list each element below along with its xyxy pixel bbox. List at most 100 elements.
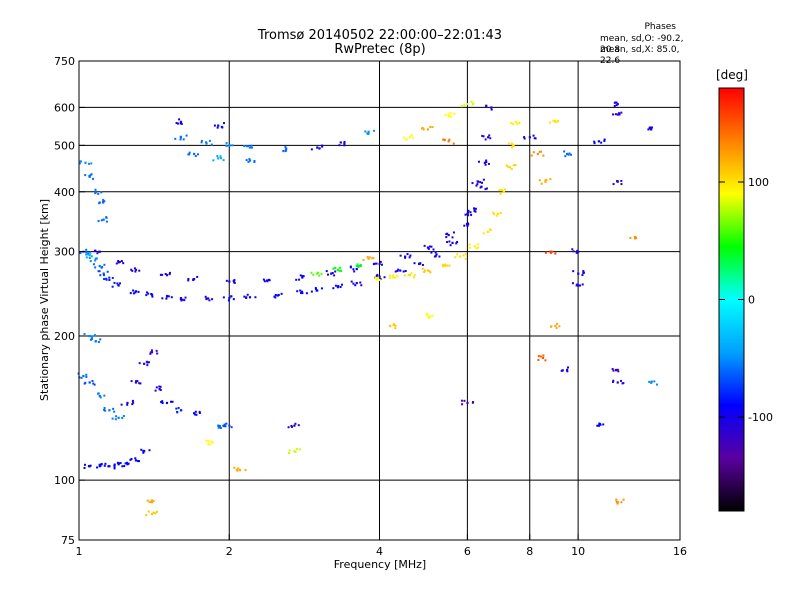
data-point-jitter	[339, 286, 342, 289]
data-point-jitter	[207, 440, 210, 443]
data-point-jitter	[161, 273, 164, 276]
data-point-jitter	[225, 142, 228, 145]
data-point-jitter	[84, 174, 87, 177]
colorbar-ticks: 100 0 -100	[719, 176, 773, 424]
data-point-jitter	[87, 162, 90, 165]
data-point	[158, 387, 161, 391]
data-point-jitter	[407, 274, 410, 277]
data-point-jitter	[477, 160, 480, 163]
data-point-jitter	[78, 162, 81, 165]
data-point-jitter	[448, 138, 451, 141]
data-point-jitter	[611, 368, 614, 371]
data-point-jitter	[485, 159, 488, 162]
data-point-jitter	[95, 257, 98, 260]
data-point-jitter	[367, 133, 370, 136]
data-point-jitter	[428, 245, 431, 248]
data-point-jitter	[423, 270, 426, 273]
data-point-jitter	[552, 119, 555, 122]
data-point-jitter	[105, 220, 108, 223]
data-point-jitter	[375, 277, 378, 280]
data-point	[336, 286, 340, 289]
data-point-jitter	[463, 399, 466, 402]
data-point-jitter	[310, 271, 313, 274]
data-point-jitter	[219, 157, 222, 160]
data-point-jitter	[600, 141, 603, 144]
data-point-jitter	[500, 188, 503, 191]
data-point-jitter	[236, 469, 239, 472]
data-point-jitter	[421, 127, 424, 130]
data-point-jitter	[490, 106, 493, 109]
data-point-jitter	[164, 272, 167, 275]
data-points	[77, 100, 658, 517]
data-point	[84, 161, 87, 164]
data-point-jitter	[175, 122, 178, 125]
data-point	[88, 381, 91, 384]
data-point-jitter	[367, 130, 370, 133]
data-point-jitter	[132, 289, 135, 292]
data-point-jitter	[290, 424, 293, 427]
data-point-jitter	[468, 246, 471, 249]
chart-subtitle: RwPretec (8p)	[334, 42, 426, 57]
data-point-jitter	[482, 178, 485, 181]
data-point-jitter	[394, 327, 397, 330]
data-point-jitter	[327, 273, 330, 276]
data-point-jitter	[113, 467, 116, 470]
data-point-jitter	[332, 287, 335, 290]
data-point-jitter	[115, 415, 118, 418]
data-point-jitter	[181, 298, 184, 301]
data-point	[616, 501, 619, 504]
data-point-jitter	[544, 359, 547, 362]
data-point-jitter	[359, 281, 362, 284]
data-point-jitter	[475, 184, 478, 187]
data-point-jitter	[310, 290, 313, 293]
data-point-jitter	[514, 164, 517, 167]
data-point-jitter	[111, 276, 114, 279]
data-point	[343, 142, 346, 145]
data-point	[466, 401, 469, 405]
data-point-jitter	[248, 158, 251, 161]
data-point-jitter	[108, 276, 111, 279]
x-tick-label: 8	[526, 545, 533, 558]
data-point-jitter	[94, 266, 97, 269]
data-point-jitter	[485, 161, 488, 164]
data-point-jitter	[280, 292, 283, 295]
data-point-jitter	[321, 145, 324, 148]
data-point-jitter	[320, 272, 323, 275]
data-point-jitter	[471, 103, 474, 106]
data-point-jitter	[262, 278, 265, 281]
data-point-jitter	[88, 175, 91, 178]
data-point-jitter	[446, 241, 449, 244]
data-point	[276, 294, 279, 297]
data-point-jitter	[129, 458, 132, 461]
data-point	[544, 180, 547, 183]
data-point-jitter	[480, 181, 483, 184]
data-point-jitter	[374, 277, 377, 280]
data-point	[466, 224, 469, 227]
data-point-jitter	[263, 280, 266, 283]
data-point-jitter	[284, 148, 287, 151]
data-point-jitter	[555, 322, 558, 325]
data-point-jitter	[207, 297, 210, 300]
data-point-jitter	[375, 262, 378, 265]
data-point-jitter	[85, 248, 88, 251]
data-point	[150, 512, 154, 516]
data-point-jitter	[318, 274, 321, 277]
data-point-jitter	[445, 236, 448, 239]
data-point-jitter	[222, 296, 225, 299]
data-point-jitter	[111, 285, 114, 288]
data-point-jitter	[476, 180, 479, 183]
data-point-jitter	[195, 413, 198, 416]
data-point-jitter	[451, 236, 454, 239]
data-point-jitter	[582, 271, 585, 274]
data-point-jitter	[456, 241, 459, 244]
data-point-jitter	[104, 462, 107, 465]
data-point-jitter	[299, 289, 302, 292]
data-point-jitter	[232, 279, 235, 282]
data-point-jitter	[523, 136, 526, 139]
data-point	[443, 263, 446, 266]
data-point-jitter	[495, 214, 498, 217]
data-point-jitter	[96, 466, 99, 469]
data-point-jitter	[126, 403, 129, 406]
data-point-jitter	[102, 199, 105, 202]
data-point-jitter	[434, 251, 437, 254]
